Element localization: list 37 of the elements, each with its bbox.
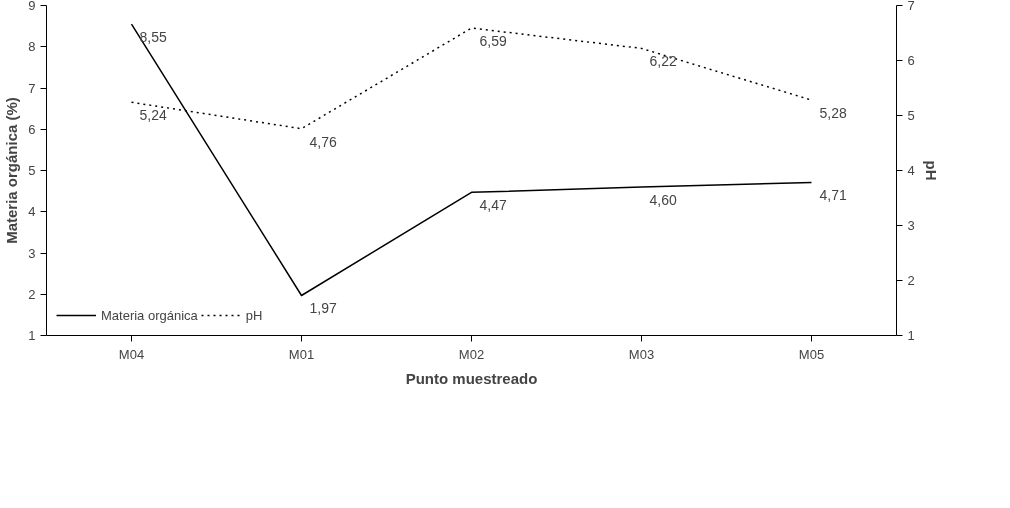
x-tick-label: M05: [798, 346, 825, 362]
y-tick-label: 6: [28, 121, 36, 137]
y-tick-label: 1: [28, 328, 36, 343]
y2-axis-title: pH: [922, 160, 940, 181]
y2-tick-label: 7: [907, 0, 915, 13]
data-label: 4,60: [649, 192, 677, 208]
x-tick-label: M01: [288, 346, 315, 362]
y2-tick-label: 4: [907, 163, 915, 178]
data-label: 4,71: [819, 187, 847, 204]
y2-tick-label: 3: [907, 218, 915, 233]
y-tick-label: 5: [28, 163, 36, 178]
x-tick-label: M04: [118, 346, 145, 362]
y-tick-label: 7: [28, 80, 36, 96]
line-series: [130, 23, 813, 297]
y-tick-label: 9: [28, 0, 36, 13]
y2-tick-label: 5: [907, 108, 915, 123]
data-label: 8,55: [139, 29, 167, 46]
data-label: 1,97: [309, 300, 337, 317]
y2-tick-label: 1: [907, 328, 915, 343]
y-tick-label: 2: [28, 286, 36, 302]
data-label: 4,47: [479, 197, 507, 214]
y-tick-label: 3: [28, 245, 36, 261]
x-axis-title: Punto muestreado: [405, 369, 538, 387]
legend-label: pH: [245, 307, 264, 323]
data-label: 4,76: [309, 133, 337, 150]
y-tick-label: 4: [28, 204, 36, 220]
data-label: 6,22: [649, 53, 677, 70]
y-axis-title: Materia orgánica (%): [3, 97, 21, 244]
x-tick-label: M03: [628, 346, 655, 362]
y2-tick-label: 2: [907, 273, 915, 288]
legend-label: Materia orgánica: [101, 307, 198, 323]
data-label: 5,28: [819, 105, 847, 122]
data-label: 6,59: [479, 33, 507, 50]
data-label: 5,24: [139, 107, 167, 124]
y-tick-label: 8: [28, 39, 36, 55]
y2-tick-label: 6: [907, 53, 915, 68]
x-tick-label: M02: [458, 346, 485, 362]
